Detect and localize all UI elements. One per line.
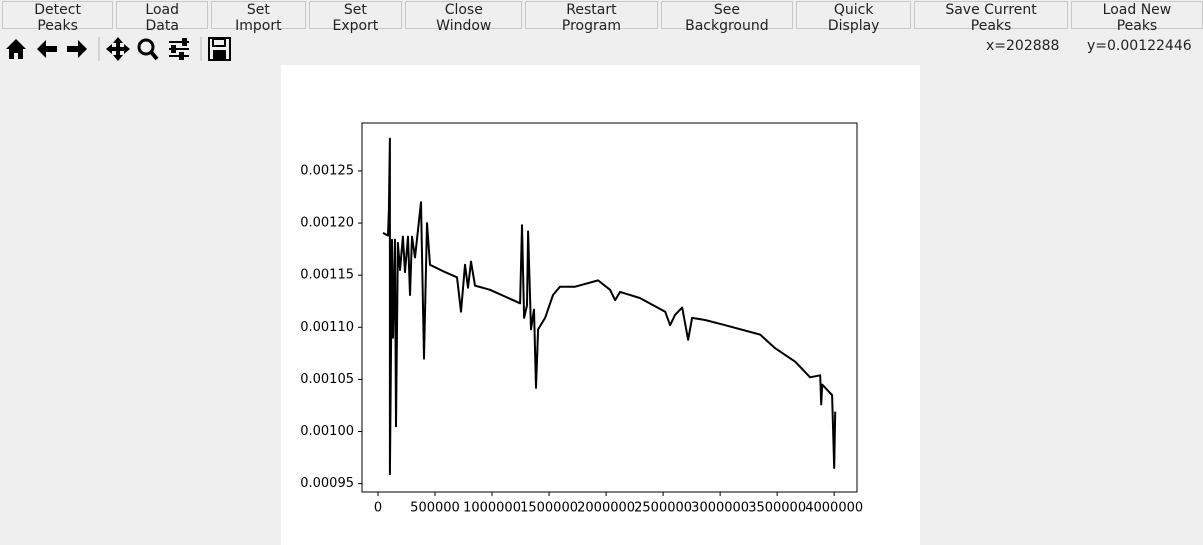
x-tick-label: 3500000 <box>748 501 806 516</box>
toolbar-button[interactable]: See Background <box>660 1 794 34</box>
configure-icon[interactable] <box>169 38 189 60</box>
button-bar: Detect Peaks Load Data Set Import Set Expor… <box>2 1 1203 34</box>
nav-toolbar <box>6 37 231 61</box>
toolbar-button[interactable]: Save Current Peaks <box>914 1 1068 34</box>
x-tick-label: 500000 <box>410 501 460 516</box>
x-tick-label: 4000000 <box>805 501 863 516</box>
toolbar-button[interactable]: Set Export <box>308 1 403 34</box>
toolbar-button[interactable]: Quick Display <box>796 1 912 34</box>
toolbar-button[interactable]: Load New Peaks <box>1070 1 1203 34</box>
x-tick-label: 2500000 <box>634 501 692 516</box>
toolbar-button[interactable]: Close Window <box>405 1 523 34</box>
figure-background <box>281 65 920 545</box>
y-tick-label: 0.00110 <box>300 320 354 335</box>
x-tick-label: 2000000 <box>577 501 635 516</box>
toolbar-button[interactable]: Set Import <box>211 1 306 34</box>
x-tick-label: 1000000 <box>463 501 521 516</box>
y-tick-label: 0.00095 <box>300 476 354 491</box>
y-tick-label: 0.00105 <box>300 372 354 387</box>
toolbar-button[interactable]: Detect Peaks <box>2 1 114 34</box>
y-tick-label: 0.00120 <box>300 216 354 231</box>
toolbar-button[interactable]: Load Data <box>116 1 209 34</box>
forward-icon[interactable] <box>67 40 87 58</box>
y-tick-label: 0.00125 <box>300 163 354 178</box>
chart: 0 500000 1000000 1500000 2000000 2500000 30000… <box>281 65 920 545</box>
axes-frame <box>361 122 858 493</box>
zoom-icon[interactable] <box>137 38 159 61</box>
y-tick-label: 0.00100 <box>300 424 354 439</box>
cursor-x: x=202888 <box>986 38 1060 54</box>
x-tick-label: 0 <box>374 501 382 516</box>
y-tick-label: 0.00115 <box>300 268 354 283</box>
back-icon[interactable] <box>37 40 57 58</box>
home-icon[interactable] <box>6 39 26 59</box>
x-tick-label: 1500000 <box>520 501 578 516</box>
x-tick-label: 3000000 <box>691 501 749 516</box>
pan-icon[interactable] <box>106 37 130 61</box>
data-line <box>382 137 837 476</box>
cursor-y: y=0.00122446 <box>1087 38 1192 54</box>
save-icon[interactable] <box>208 37 231 61</box>
toolbar-button[interactable]: Restart Program <box>525 1 658 34</box>
